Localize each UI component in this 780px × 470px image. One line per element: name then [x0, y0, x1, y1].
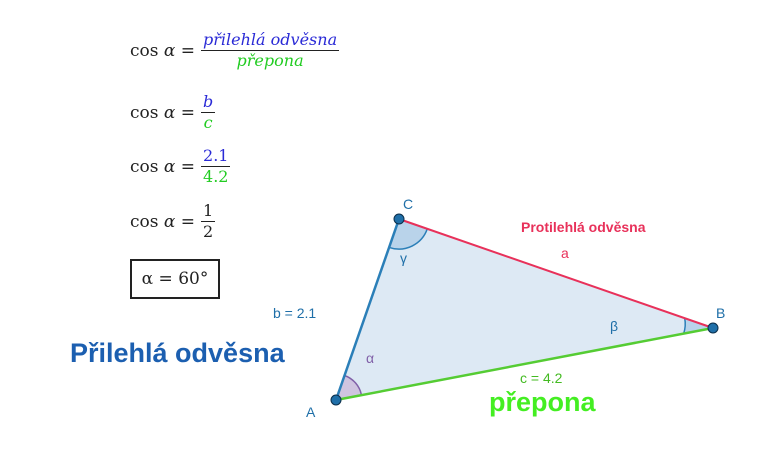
- formula-fraction: b c: [201, 92, 216, 133]
- fraction-bar: [201, 166, 231, 167]
- vertex-a-label: A: [306, 404, 316, 420]
- fraction-bar: [201, 221, 216, 222]
- side-a: [398, 218, 714, 329]
- vertex-b-label: B: [716, 305, 726, 321]
- fraction-numerator: 1: [203, 201, 214, 220]
- side-a-label: a: [561, 245, 569, 261]
- formula-lhs: cos α =: [130, 156, 196, 177]
- hypotenuse-label: přepona: [489, 387, 596, 417]
- vertex-c-point: [393, 213, 405, 225]
- formula-lhs: cos α =: [130, 40, 196, 61]
- gamma-label: γ: [400, 250, 407, 266]
- formula-row-1: cos α = přilehlá odvěsna přepona: [130, 30, 340, 71]
- fraction-denominator: přepona: [236, 51, 304, 70]
- formula-row-4: cos α = 1 2: [130, 201, 216, 242]
- alpha-label: α: [366, 350, 375, 366]
- fraction-bar: [201, 50, 340, 51]
- formula-fraction: 2.1 4.2: [201, 146, 231, 187]
- vertex-a-point: [330, 394, 342, 406]
- fraction-denominator: 4.2: [203, 167, 229, 186]
- formula-row-2: cos α = b c: [130, 92, 216, 133]
- side-b-label: b = 2.1: [273, 305, 317, 321]
- fraction-numerator: přilehlá odvěsna: [203, 30, 338, 49]
- fraction-numerator: 2.1: [203, 146, 229, 165]
- formula-lhs: cos α =: [130, 211, 196, 232]
- fraction-bar: [201, 112, 216, 113]
- side-b: [334, 218, 401, 401]
- vertex-b-point: [707, 322, 719, 334]
- fraction-numerator: b: [203, 92, 214, 111]
- side-c: [335, 326, 714, 402]
- result-box: α = 60°: [130, 259, 220, 299]
- formula-fraction: 1 2: [201, 201, 216, 242]
- formula-lhs: cos α =: [130, 102, 196, 123]
- adjacent-side-label: Přilehlá odvěsna: [70, 338, 285, 368]
- beta-label: β: [610, 318, 619, 334]
- fraction-denominator: c: [203, 113, 213, 132]
- formula-fraction: přilehlá odvěsna přepona: [201, 30, 340, 71]
- fraction-denominator: 2: [203, 222, 214, 241]
- formula-row-3: cos α = 2.1 4.2: [130, 146, 231, 187]
- opposite-side-label: Protilehlá odvěsna: [521, 219, 646, 235]
- triangle-fill: [336, 219, 713, 400]
- vertex-c-label: C: [403, 196, 414, 212]
- side-c-label: c = 4.2: [520, 370, 563, 386]
